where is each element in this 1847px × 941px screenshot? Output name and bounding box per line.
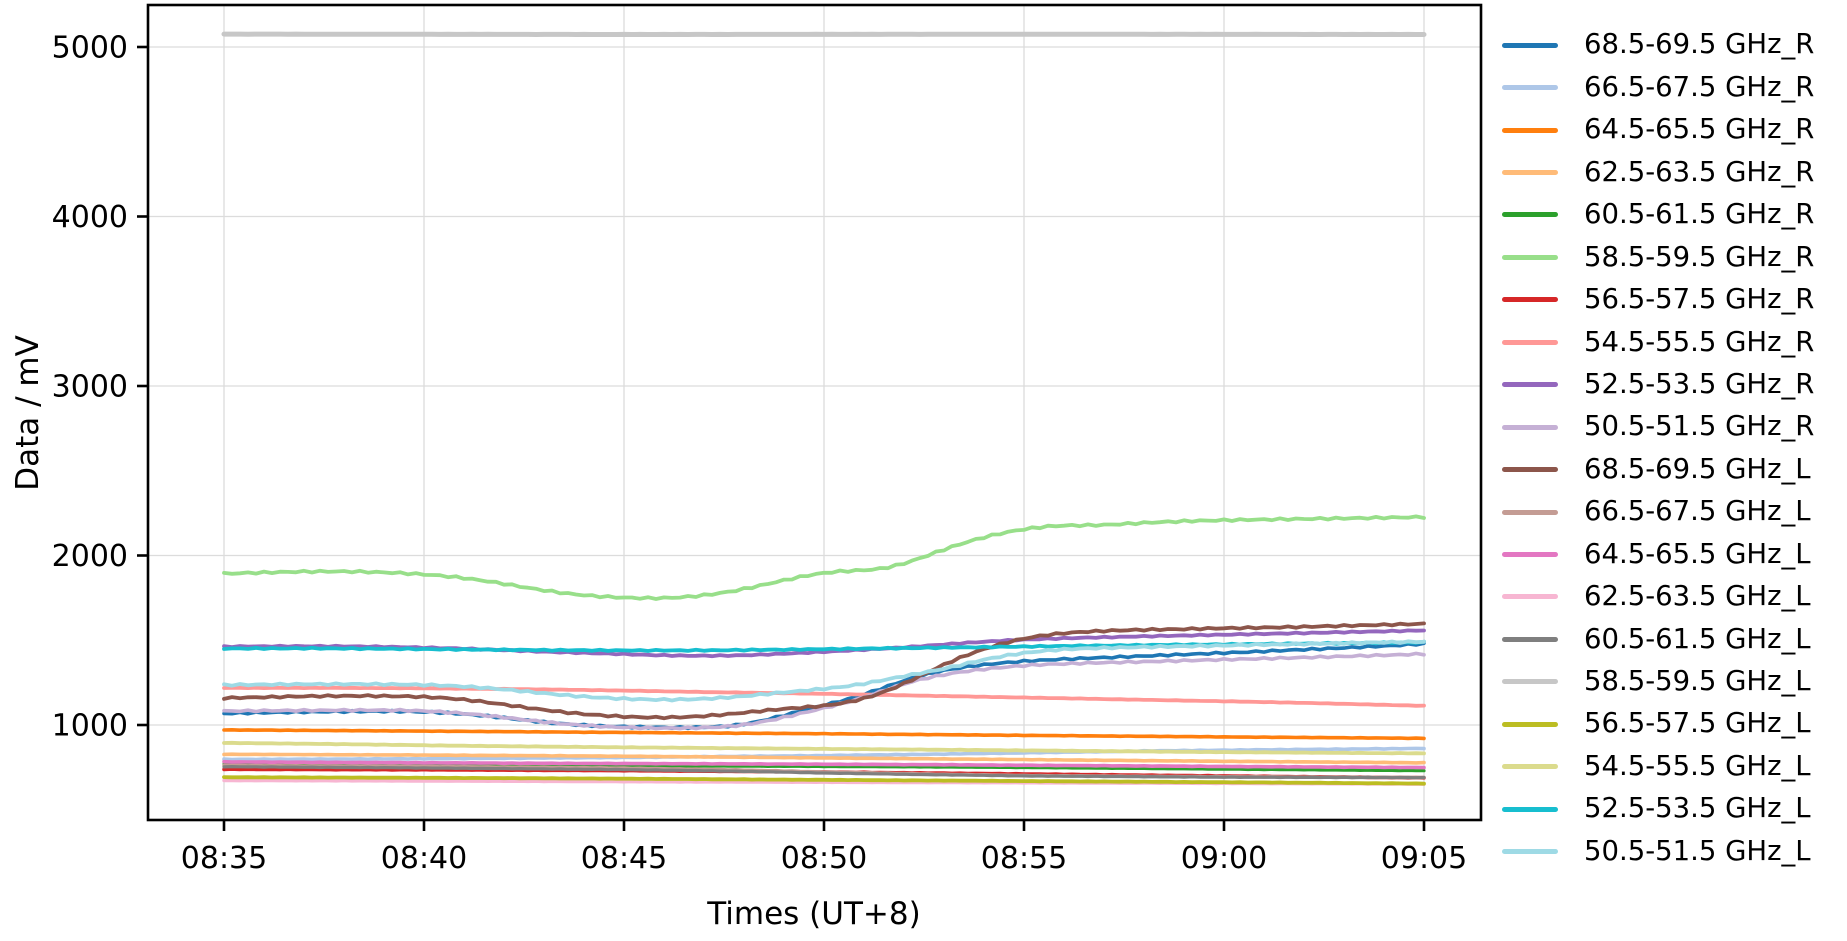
legend-item: 54.5-55.5 GHz_L [1502,745,1814,787]
legend-item: 58.5-59.5 GHz_L [1502,661,1814,703]
x-tick-label: 08:40 [381,841,467,876]
series-line-54.5-55.5-GHz_R [222,685,1426,708]
legend-swatch [1502,806,1558,812]
legend-label: 64.5-65.5 GHz_L [1584,537,1811,570]
legend-swatch [1502,42,1558,48]
legend-item: 64.5-65.5 GHz_R [1502,109,1814,151]
legend-label: 58.5-59.5 GHz_R [1584,240,1815,273]
series-line-56.5-57.5-GHz_L [222,775,1426,786]
legend-label: 52.5-53.5 GHz_L [1584,792,1811,825]
legend-item: 54.5-55.5 GHz_R [1502,321,1814,363]
series-line-50.5-51.5-GHz_R [222,651,1426,731]
y-tick-label: 3000 [52,370,128,405]
legend-item: 56.5-57.5 GHz_L [1502,703,1814,745]
y-axis-label: Data / mV [10,335,46,491]
legend-swatch [1502,339,1558,345]
legend-swatch [1502,764,1558,770]
series-line-64.5-65.5-GHz_L [222,759,1426,770]
legend-label: 52.5-53.5 GHz_R [1584,367,1815,400]
legend-item: 52.5-53.5 GHz_R [1502,364,1814,406]
series-layer [221,31,1427,786]
x-tick-label: 09:00 [1181,841,1267,876]
legend-label: 68.5-69.5 GHz_L [1584,452,1811,485]
legend-swatch [1502,254,1558,260]
y-tick-label: 5000 [52,31,128,66]
legend-item: 58.5-59.5 GHz_R [1502,236,1814,278]
legend-item: 66.5-67.5 GHz_R [1502,66,1814,108]
legend-label: 66.5-67.5 GHz_R [1584,70,1815,103]
legend-item: 68.5-69.5 GHz_R [1502,24,1814,66]
legend-swatch [1502,551,1558,557]
tick-layer [137,45,1426,831]
legend-label: 50.5-51.5 GHz_L [1584,834,1811,867]
legend-swatch [1502,85,1558,91]
legend-label: 60.5-61.5 GHz_L [1584,622,1811,655]
x-tick-label: 08:55 [981,841,1067,876]
legend-label: 58.5-59.5 GHz_L [1584,665,1811,698]
legend-swatch [1502,636,1558,642]
y-tick-label: 4000 [52,200,128,235]
legend-label: 50.5-51.5 GHz_R [1584,410,1815,443]
legend-swatch [1502,721,1558,727]
legend-item: 52.5-53.5 GHz_L [1502,788,1814,830]
series-line-50.5-51.5-GHz_L [222,639,1426,703]
legend-swatch [1502,467,1558,473]
legend-swatch [1502,297,1558,303]
legend-item: 50.5-51.5 GHz_L [1502,830,1814,872]
legend-item: 56.5-57.5 GHz_R [1502,279,1814,321]
x-tick-label: 08:50 [781,841,867,876]
series-line-60.5-61.5-GHz_L [222,765,1426,780]
legend-swatch [1502,127,1558,133]
legend-label: 62.5-63.5 GHz_R [1584,155,1815,188]
legend-swatch [1502,679,1558,685]
legend-swatch [1502,382,1558,388]
grid-layer [148,5,1481,820]
legend-item: 50.5-51.5 GHz_R [1502,406,1814,448]
legend-label: 68.5-69.5 GHz_R [1584,28,1815,61]
legend-swatch [1502,849,1558,855]
y-tick-label: 1000 [52,709,128,744]
y-tick-label: 2000 [52,539,128,574]
legend-swatch [1502,509,1558,515]
legend-item: 68.5-69.5 GHz_L [1502,448,1814,490]
series-line-68.5-69.5-GHz_L [222,621,1426,721]
legend-swatch [1502,594,1558,600]
legend-label: 56.5-57.5 GHz_R [1584,283,1815,316]
legend-label: 66.5-67.5 GHz_L [1584,495,1811,528]
series-line-54.5-55.5-GHz_L [222,740,1426,756]
legend-item: 62.5-63.5 GHz_R [1502,151,1814,193]
x-tick-label: 09:05 [1381,841,1467,876]
legend-label: 56.5-57.5 GHz_L [1584,707,1811,740]
legend-swatch [1502,170,1558,176]
series-line-62.5-63.5-GHz_R [222,752,1426,765]
legend-item: 60.5-61.5 GHz_R [1502,194,1814,236]
x-tick-label: 08:45 [581,841,667,876]
legend-label: 54.5-55.5 GHz_R [1584,325,1815,358]
legend-label: 62.5-63.5 GHz_L [1584,580,1811,613]
series-line-64.5-65.5-GHz_R [222,728,1426,741]
legend-item: 64.5-65.5 GHz_L [1502,533,1814,575]
legend-label: 60.5-61.5 GHz_R [1584,198,1815,231]
legend-swatch [1502,424,1558,430]
legend-swatch [1502,212,1558,218]
x-axis-label: Times (UT+8) [706,896,920,932]
legend-item: 66.5-67.5 GHz_L [1502,491,1814,533]
legend-item: 60.5-61.5 GHz_L [1502,618,1814,660]
plot-border [146,3,1483,822]
series-line-58.5-59.5-GHz_R [222,514,1426,601]
x-tick-label: 08:35 [181,841,267,876]
legend-label: 54.5-55.5 GHz_L [1584,749,1811,782]
legend-item: 62.5-63.5 GHz_L [1502,576,1814,618]
legend: 68.5-69.5 GHz_R 66.5-67.5 GHz_R 64.5-65.5 … [1502,24,1814,873]
legend-label: 64.5-65.5 GHz_R [1584,113,1815,146]
tick-label-layer: 08:35 08:40 08:45 08:50 08:55 09:00 09:05 1000 2… [52,31,1468,877]
